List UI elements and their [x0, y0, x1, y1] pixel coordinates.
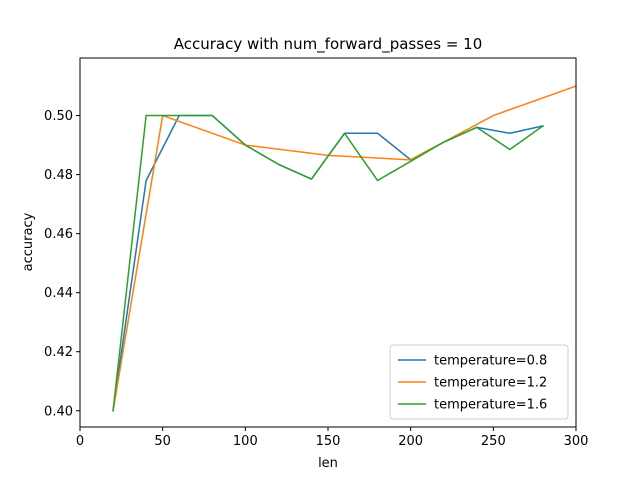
y-axis-label: accuracy [21, 212, 36, 271]
y-axis: 0.40 0.42 0.44 0.46 0.48 0.50 [44, 109, 80, 419]
y-tick-label: 0.42 [44, 345, 73, 360]
x-tick-label: 0 [76, 434, 84, 449]
legend: temperature=0.8 temperature=1.2 temperatur… [389, 344, 569, 420]
legend-label: temperature=0.8 [434, 354, 547, 369]
x-axis-label: len [318, 456, 338, 471]
legend-label: temperature=1.6 [434, 398, 547, 413]
legend-label: temperature=1.2 [434, 376, 547, 391]
x-tick-label: 200 [398, 434, 423, 449]
y-tick-label: 0.46 [44, 227, 73, 242]
x-tick-label: 250 [481, 434, 506, 449]
series-layer [112, 85, 577, 412]
legend-box [389, 344, 569, 420]
x-axis: 0 50 100 150 200 250 300 [76, 427, 589, 449]
x-tick-label: 100 [233, 434, 258, 449]
x-tick-label: 50 [154, 434, 171, 449]
x-tick-label: 150 [316, 434, 341, 449]
y-tick-label: 0.48 [44, 168, 73, 183]
y-tick-label: 0.50 [44, 109, 73, 124]
series-line-3 [112, 114, 544, 412]
x-tick-label: 300 [564, 434, 589, 449]
y-tick-label: 0.44 [44, 286, 73, 301]
y-tick-label: 0.40 [44, 404, 73, 419]
chart-title: Accuracy with num_forward_passes = 10 [174, 35, 483, 54]
